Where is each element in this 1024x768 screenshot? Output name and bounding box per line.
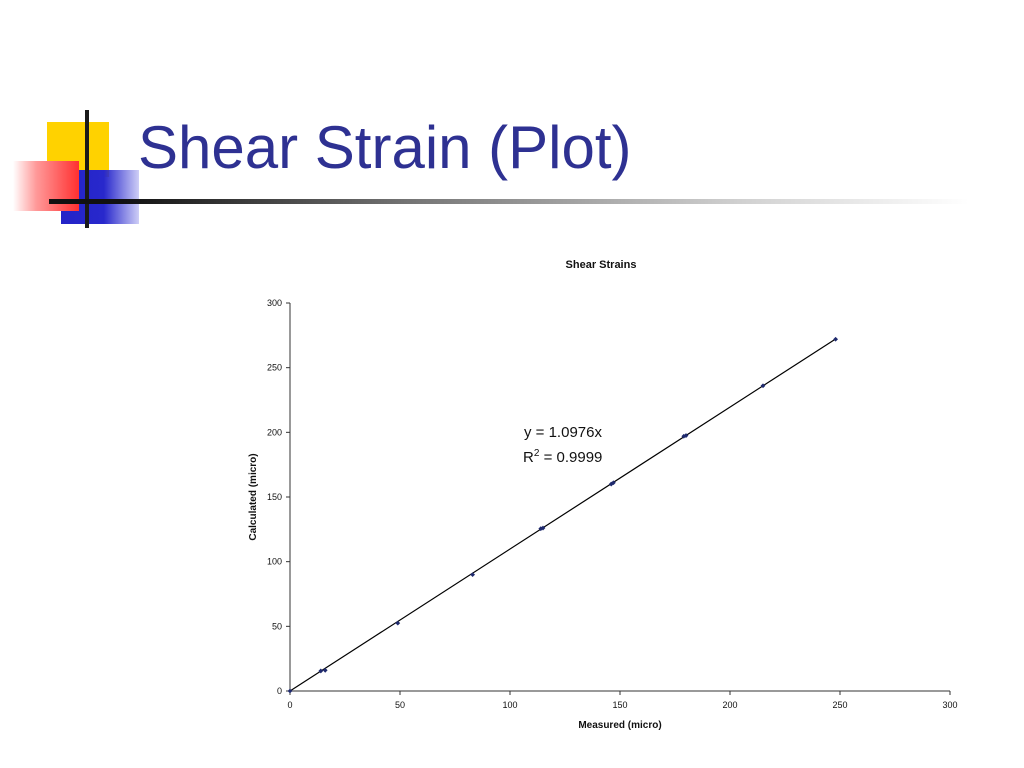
x-axis-label: Measured (micro) [578,720,661,731]
y-tick-label: 150 [267,492,282,502]
data-point [760,383,766,389]
r-superscript: 2 [534,448,540,459]
data-point [833,336,838,342]
data-points [287,336,838,694]
data-point [683,433,689,438]
slide-title: Shear Strain (Plot) [138,114,632,181]
chart-axes [289,303,950,692]
trendline [289,338,836,692]
x-tick-label: 0 [287,700,292,710]
r-symbol: R [523,449,534,466]
trend-equation: y = 1.0976x [524,424,602,441]
y-tick-label: 200 [267,427,282,437]
data-point [322,667,328,673]
y-tick-label: 300 [267,298,282,308]
y-tick-label: 100 [267,557,282,567]
x-tick-label: 200 [722,700,737,710]
x-tick-label: 50 [395,700,405,710]
x-tick-label: 250 [832,700,847,710]
decor-horizontal-rule [49,199,969,204]
x-tick-label: 150 [612,700,627,710]
y-tick-label: 250 [267,363,282,373]
data-point [287,688,293,694]
data-point [611,480,616,486]
y-tick-label: 50 [272,621,282,631]
x-tick-label: 100 [502,700,517,710]
x-tick-label: 300 [942,700,957,710]
r-squared-label: R2 = 0.9999 [523,448,602,466]
data-point [318,668,324,674]
data-point [395,620,401,626]
y-ticks: 0 50 100 150 200 250 300 [267,298,290,696]
x-ticks: 0 50 100 150 200 250 300 [287,691,958,710]
r-value: = 0.9999 [539,449,602,466]
y-tick-label: 0 [277,686,282,696]
y-axis-label: Calculated (micro) [248,453,259,540]
data-point [470,572,475,577]
chart-title: Shear Strains [566,259,637,271]
decor-vertical-line [85,110,89,228]
data-point [540,525,546,531]
